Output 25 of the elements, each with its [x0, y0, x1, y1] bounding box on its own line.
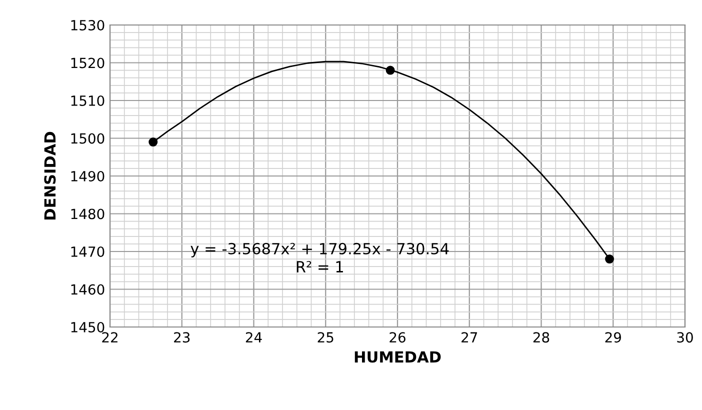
x-axis-title: HUMEDAD — [354, 351, 441, 363]
y-tick-label: 1520 — [71, 58, 104, 68]
x-tick-label: 22 — [102, 332, 118, 342]
annotation: R² = 1 — [296, 260, 343, 272]
y-tick-label: 1500 — [71, 133, 104, 144]
x-tick-label: 23 — [174, 332, 190, 343]
x-tick-label: 29 — [605, 332, 621, 343]
y-tick-label: 1450 — [71, 322, 104, 332]
x-tick-label: 26 — [390, 332, 406, 343]
y-tick-label: 1490 — [71, 170, 104, 182]
point — [148, 138, 158, 147]
y-tick-label: 1480 — [71, 208, 104, 220]
x-tick-label: 25 — [318, 332, 334, 343]
y-tick-label: 1510 — [71, 95, 104, 106]
point — [605, 254, 614, 264]
y-tick-label: 1530 — [71, 20, 104, 30]
x-tick-label: 28 — [533, 332, 550, 343]
y-tick-label: 1470 — [71, 246, 104, 257]
point — [386, 66, 395, 75]
x-tick-label: 30 — [677, 332, 693, 343]
y-axis-title: DENSIDAD — [44, 132, 56, 220]
x-tick-label: 24 — [246, 332, 262, 342]
x-tick-label: 27 — [462, 332, 478, 342]
annotation: y = -3.5687x² + 179.25x - 730.54 — [190, 242, 449, 258]
y-tick-label: 1460 — [71, 284, 104, 295]
